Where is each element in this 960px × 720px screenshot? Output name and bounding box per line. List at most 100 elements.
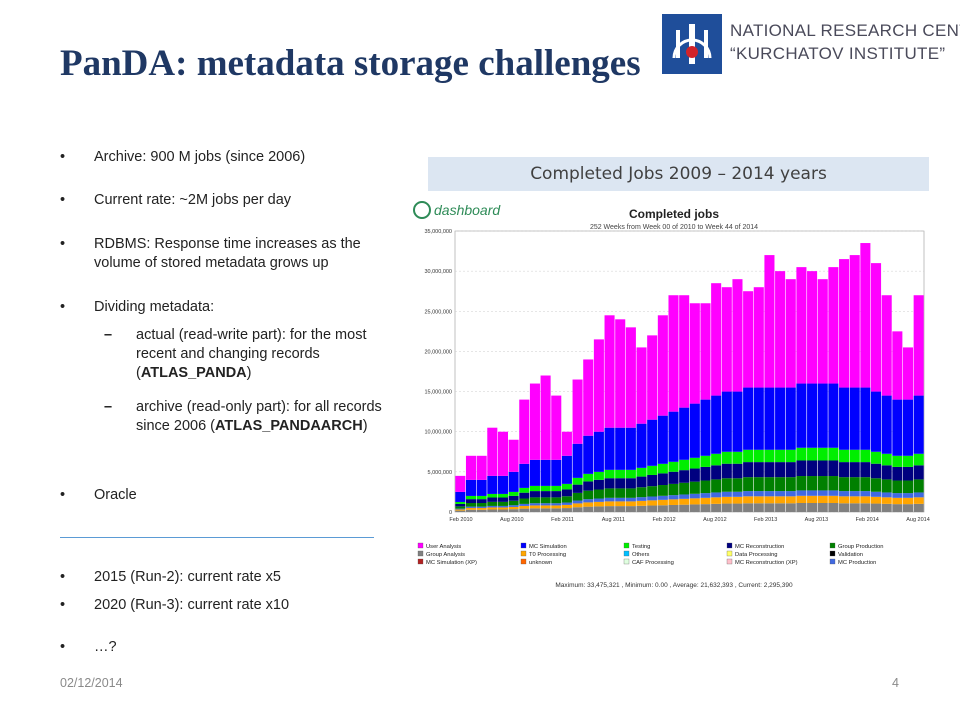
bar-segment [625,327,636,428]
legend-swatch [623,542,630,549]
bar-segment [615,427,626,470]
bar-segment [583,359,594,436]
bar-segment [583,499,594,503]
bar-segment [657,499,668,506]
legend-label: MC Simulation [529,544,567,550]
bar-segment [689,498,700,505]
bar-segment [593,471,604,480]
bar-segment [540,503,551,506]
bar-segment [849,462,860,478]
bar-segment [583,502,594,507]
bar-segment [625,469,636,479]
bar-segment [615,506,626,512]
bar-segment [497,493,508,498]
sub-bullet-marker: – [104,327,113,343]
bar-segment [817,476,828,491]
bar-segment [753,503,764,512]
bar-segment [476,455,487,480]
bar-segment [743,491,754,497]
bar-segment [721,491,732,497]
bar-segment [764,462,775,478]
bar-segment [572,503,583,508]
bullet-marker: • [60,597,66,613]
bar-segment [892,455,903,467]
bar-segment [817,383,828,448]
bar-segment [455,475,466,492]
bar-segment [679,459,690,471]
bar-segment [711,503,722,512]
x-tick-label: Feb 2011 [551,517,574,523]
bar-segment [679,482,690,495]
bar-segment [636,467,647,477]
bar-segment [476,506,487,508]
bar-segment [476,495,487,500]
bar-segment [529,497,540,504]
bar-segment [764,496,775,504]
bar-segment [529,485,540,492]
bar-segment [753,477,764,492]
x-tick-label: Aug 2013 [805,517,829,523]
bar-segment [892,480,903,494]
bar-segment [679,498,690,505]
bar-segment [732,451,743,464]
bar-segment [593,479,604,490]
bar-segment [465,495,477,500]
bullet-text: Oracle [94,487,137,503]
bar-segment [476,479,487,496]
legend-swatch [417,558,424,565]
bar-segment [775,477,786,492]
x-tick-label: Aug 2014 [906,517,930,523]
bar-segment [881,497,892,504]
bar-segment [775,462,786,478]
bar-segment [657,505,668,512]
dashboard-logo-icon [413,201,431,219]
bar-segment [871,496,882,504]
bar-segment [817,495,828,504]
x-tick-label: Aug 2011 [602,517,625,523]
bar-segment [871,451,882,464]
bar-segment [881,479,892,493]
bar-segment [902,497,914,505]
bar-segment [849,477,860,492]
bar-segment [540,491,551,498]
bar-segment [785,491,796,497]
bar-segment [913,395,924,454]
bar-segment [455,506,466,509]
bar-segment [487,475,498,494]
bar-segment [636,505,647,512]
bar-segment [572,379,583,444]
chart-subtitle: 252 Weeks from Week 00 of 2010 to Week 4… [590,224,758,231]
bar-segment [540,375,551,460]
bar-segment [913,479,924,493]
legend-label: MC Reconstruction (XP) [735,560,798,566]
bar-segment [508,509,519,512]
bar-segment [551,508,562,512]
bar-segment [700,480,711,494]
bar-segment [913,492,924,498]
logo-line-1: NATIONAL RESEARCH CENTRE [730,21,960,40]
bar-segment [828,383,839,448]
bar-segment [849,496,860,504]
bar-segment [583,490,594,500]
y-tick-label: 30,000,000 [424,269,452,275]
bar-segment [785,462,796,478]
bar-segment [785,477,796,492]
x-tick-label: Feb 2010 [449,517,472,523]
bar-segment [625,501,636,507]
bar-segment [551,459,562,486]
bar-segment [455,510,466,512]
bar-segment [839,387,850,450]
bar-segment [668,295,679,412]
bar-segment [519,505,530,509]
bar-segment [785,503,796,512]
bar-segment [487,509,498,512]
legend-swatch [520,550,527,557]
bar-segment [732,463,743,479]
sub-bullet-text: archive (read-only part): for all record… [136,399,382,434]
legend-swatch [623,558,630,565]
bar-segment [647,419,658,466]
bar-segment [785,279,796,388]
bar-segment [551,497,562,504]
bar-segment [679,504,690,512]
bar-segment [572,443,583,478]
